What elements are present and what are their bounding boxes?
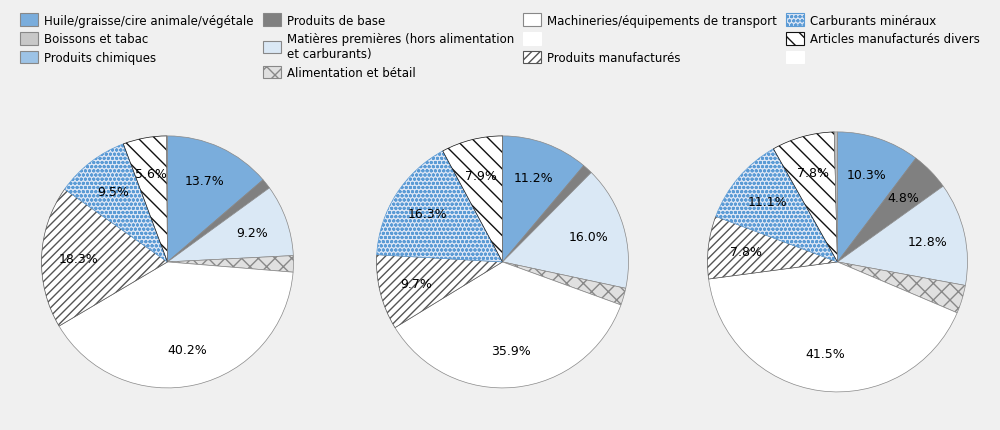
Wedge shape bbox=[838, 187, 967, 286]
Legend: Huile/graisse/cire animale/végétale, Boissons et tabac, Produits chimiques, Prod: Huile/graisse/cire animale/végétale, Boi… bbox=[18, 12, 982, 83]
Wedge shape bbox=[502, 262, 626, 305]
Wedge shape bbox=[716, 150, 838, 262]
Wedge shape bbox=[443, 137, 503, 262]
Wedge shape bbox=[168, 256, 293, 273]
Wedge shape bbox=[168, 188, 293, 262]
Text: 7.8%: 7.8% bbox=[797, 167, 829, 180]
Text: 11.2%: 11.2% bbox=[513, 172, 553, 185]
Text: 7.9%: 7.9% bbox=[465, 169, 497, 182]
Wedge shape bbox=[834, 132, 838, 262]
Text: 4.8%: 4.8% bbox=[888, 191, 920, 205]
Wedge shape bbox=[837, 132, 916, 262]
Wedge shape bbox=[773, 132, 838, 262]
Wedge shape bbox=[65, 144, 168, 262]
Wedge shape bbox=[395, 262, 621, 388]
Wedge shape bbox=[838, 262, 965, 313]
Wedge shape bbox=[708, 217, 838, 280]
Wedge shape bbox=[502, 166, 591, 262]
Wedge shape bbox=[377, 255, 502, 328]
Text: 41.5%: 41.5% bbox=[805, 347, 845, 360]
Text: 10.3%: 10.3% bbox=[847, 169, 887, 181]
Text: 40.2%: 40.2% bbox=[168, 343, 207, 356]
Wedge shape bbox=[502, 137, 584, 262]
Wedge shape bbox=[377, 152, 502, 262]
Text: 12.8%: 12.8% bbox=[908, 236, 947, 249]
Wedge shape bbox=[709, 262, 957, 392]
Wedge shape bbox=[42, 190, 168, 326]
Wedge shape bbox=[502, 173, 628, 289]
Text: 18.3%: 18.3% bbox=[58, 252, 98, 265]
Wedge shape bbox=[123, 137, 168, 262]
Text: 5.6%: 5.6% bbox=[135, 168, 167, 181]
Wedge shape bbox=[838, 159, 943, 262]
Wedge shape bbox=[167, 137, 263, 262]
Text: 11.1%: 11.1% bbox=[748, 196, 787, 209]
Text: 13.7%: 13.7% bbox=[185, 175, 225, 187]
Text: 35.9%: 35.9% bbox=[492, 344, 531, 358]
Text: 16.3%: 16.3% bbox=[407, 208, 447, 221]
Text: 9.7%: 9.7% bbox=[400, 277, 432, 291]
Wedge shape bbox=[59, 262, 293, 388]
Text: 9.5%: 9.5% bbox=[97, 185, 129, 198]
Text: 9.2%: 9.2% bbox=[236, 226, 268, 239]
Wedge shape bbox=[168, 180, 269, 262]
Text: 7.8%: 7.8% bbox=[730, 246, 762, 258]
Text: 16.0%: 16.0% bbox=[568, 230, 608, 243]
